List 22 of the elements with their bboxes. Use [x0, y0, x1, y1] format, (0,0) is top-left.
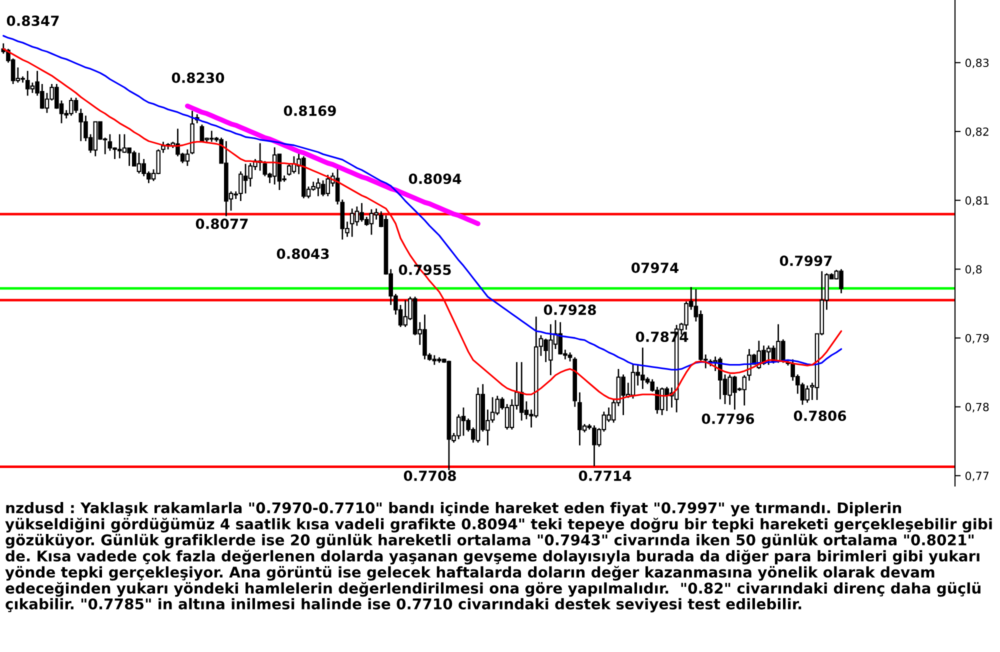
y-tick-label: 0,81: [965, 196, 988, 206]
candlestick: [161, 141, 166, 154]
annotation: 0.7997: [780, 256, 832, 266]
text: nzdusd : Yaklaşık rakamlarla "0.7970-0.7710" bandı içinde hareket eden fiyat "0.7997" ye tırmandı. Diplerin yükseldiğini gördüğümüz 4 saatlik kısa vadeli grafikte 0.8094" teki tepeye doğru bir tepki hareketi gerçekleşebilir gibi gözüküyor. Günlük grafiklerde ise 20 günlük hareketli ortalama "0.7943" civarında iken 50 günlük ortalama "0.8021" de. Kısa vadede çok fazla değerlenen dolarda yaşanan gevşeme dolayısıyla burada da diğer para birimleri gibi yukarı yönde tepki gerçekleşiyor. Ana görüntü ise gelecek haftalarda doların değer kazanmasına yönelik olarak devam edeceğinden yukarı yöndeki hamlelerin değerlendirilmesi ona göre yapılmalıdır. "0.82" civarındaki direnç daha güçlü çıkabilir. "0.7785" in altına inilmesi halinde ise 0.7710 civarındaki destek seviyesi test edilebilir.: [5, 502, 992, 612]
y-tick-label: 0,83: [965, 58, 989, 68]
annotation: 0.7928: [544, 304, 596, 316]
annotation: 0.7796: [702, 414, 754, 424]
annotation: 0.8347: [6, 16, 59, 26]
annotation: 0.8169: [284, 106, 336, 116]
annotation: 07974: [632, 262, 679, 274]
y-tick-label: 0,79: [965, 334, 989, 344]
annotation: 0.7806: [794, 410, 846, 422]
annotation: 0.7708: [404, 470, 456, 482]
y-tick-label: 0,78: [965, 402, 989, 412]
annotation: 0.7714: [578, 470, 632, 482]
annotation: 0.8077: [196, 218, 248, 230]
y-tick-label: 0,77: [965, 472, 989, 482]
y-tick-label: 0,82: [965, 127, 988, 137]
annotation: 0.8094: [408, 174, 462, 184]
y-tick-label: 0,8: [965, 265, 982, 275]
annotation: 0.8230: [172, 72, 224, 84]
annotation: 0.8043: [276, 248, 329, 260]
